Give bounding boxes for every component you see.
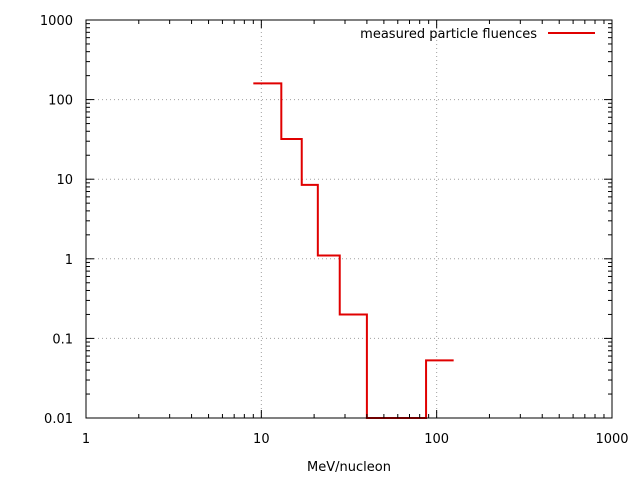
legend-label-measured-particle-fluences: measured particle fluences [360, 27, 537, 42]
y-tick-label: 10 [56, 173, 73, 188]
series-layer [253, 82, 454, 419]
tick-marks [85, 19, 613, 419]
tick-labels: 1 10 100 1000 0.01 0.1 1 10 100 1000 [40, 14, 629, 447]
y-tick-label: 1 [65, 253, 73, 268]
y-tick-label: 0.1 [52, 332, 73, 347]
plot-frame [85, 19, 613, 419]
y-tick-label: 0.01 [44, 412, 73, 427]
legend: measured particle fluences [360, 27, 595, 42]
y-tick-label: 100 [48, 94, 73, 109]
series-measured-particle-fluences [253, 82, 454, 419]
x-tick-label: 100 [424, 432, 449, 447]
x-axis-label: MeV/nucleon [307, 460, 391, 475]
y-tick-label: 1000 [40, 14, 73, 29]
x-tick-label: 1 [82, 432, 90, 447]
x-tick-label: 10 [253, 432, 270, 447]
grid-lines [86, 20, 612, 418]
x-tick-label: 1000 [595, 432, 628, 447]
